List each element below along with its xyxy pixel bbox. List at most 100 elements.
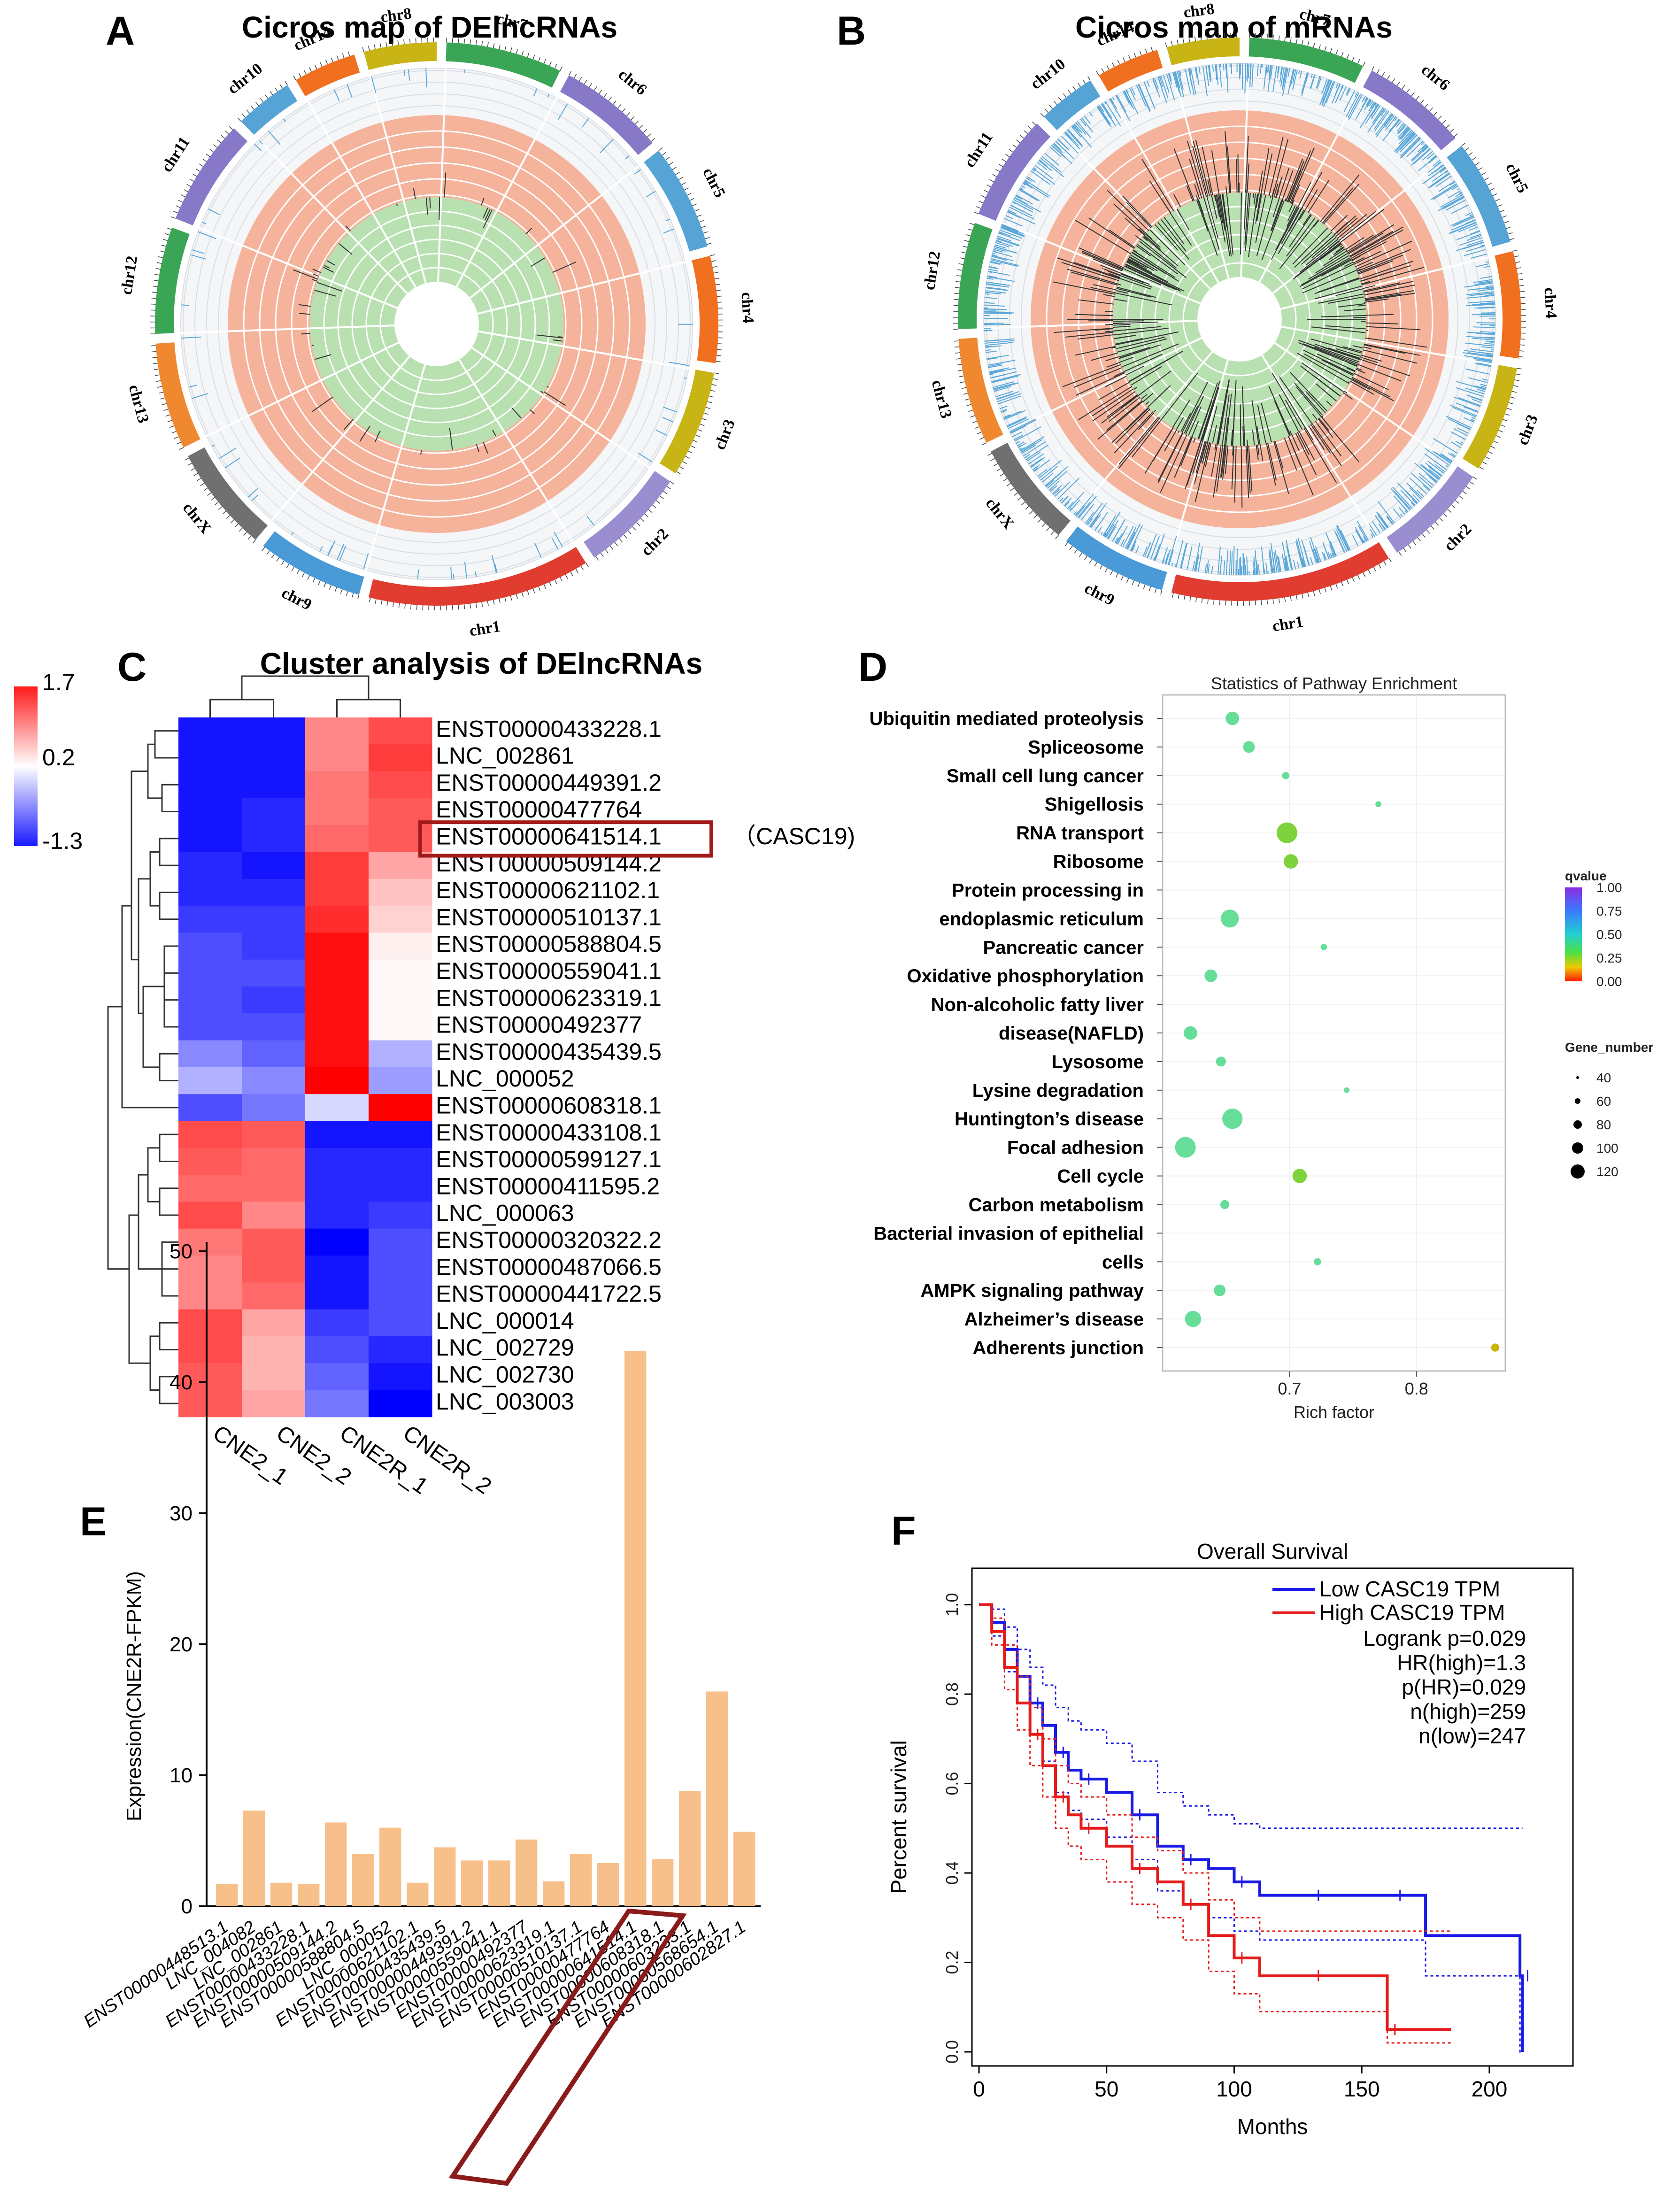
qvalue-gradient <box>1565 887 1582 981</box>
gene-number-legend-dot <box>1572 1142 1583 1154</box>
chromosome-tick <box>158 256 163 258</box>
scatter-spike <box>1038 160 1052 171</box>
chromosome-tick <box>554 63 557 69</box>
expression-spike <box>1320 243 1342 260</box>
chromosome-tick <box>1128 55 1131 60</box>
scatter-spike <box>1124 90 1134 110</box>
expression-spike <box>1295 432 1317 476</box>
scatter-spike <box>993 381 1015 388</box>
scatter-spike <box>1187 546 1193 570</box>
chromosome-tick <box>301 572 305 577</box>
expression-spike <box>1105 356 1119 362</box>
scatter-spike <box>1457 397 1481 406</box>
scatter-spike <box>1317 77 1322 89</box>
chromosome-tick <box>1377 69 1380 74</box>
chromosome-tick <box>342 53 345 58</box>
expression-spike <box>1132 419 1162 457</box>
scatter-spike <box>1469 348 1494 353</box>
expression-spike <box>1347 367 1356 372</box>
heatmap-cell <box>242 906 306 933</box>
scatter-spike <box>1471 253 1487 259</box>
scatter-spike <box>1248 63 1249 78</box>
scatter-spike <box>1080 118 1087 127</box>
expression-spike <box>1298 339 1359 362</box>
expression-spike <box>1133 249 1137 253</box>
expression-spike <box>1301 235 1335 265</box>
heatmap-cell <box>178 986 242 1014</box>
scatter-spike <box>1301 72 1308 94</box>
chromosome-tick <box>487 42 489 47</box>
expression-spike <box>1302 362 1344 393</box>
scatter-spike <box>1373 110 1388 130</box>
scatter-spike <box>1001 410 1007 413</box>
scatter-spike <box>1037 469 1048 477</box>
chromosome-tick <box>1117 60 1120 65</box>
heatmap-cell <box>305 1202 369 1229</box>
heatmap-cell <box>178 1175 242 1202</box>
expression-spike <box>1252 430 1255 446</box>
heatmap-cell <box>369 825 432 852</box>
chromosome-tick <box>1219 600 1220 605</box>
x-axis-label: Months <box>1237 2114 1308 2139</box>
expression-spike <box>1348 232 1384 254</box>
circos-plot-lncrna: chr7chr6chr5chr4chr3chr2chr1chr9chrXchr1… <box>118 5 757 640</box>
scatter-spike <box>1026 451 1041 462</box>
scatter-spike <box>1129 88 1136 100</box>
scatter-spike <box>1435 452 1452 464</box>
scatter-spike <box>1406 132 1415 141</box>
heatmap-cell <box>369 1309 432 1337</box>
chromosome-tick <box>1512 249 1518 252</box>
scatter-spike <box>1090 514 1101 528</box>
expression-spike <box>1273 441 1289 494</box>
scatter-spike <box>1438 180 1456 192</box>
scatter-spike <box>988 271 993 273</box>
heatmap-row-label: LNC_002729 <box>436 1334 574 1361</box>
chromosome-tick <box>707 401 712 403</box>
chromosome-tick <box>675 172 680 175</box>
heatmap-cell <box>242 1256 306 1283</box>
chromosome-tick <box>1302 39 1303 45</box>
expression-spike <box>543 391 566 406</box>
chromosome-tick <box>665 157 670 161</box>
chromosome-tick <box>527 53 530 58</box>
expression-spike <box>1074 262 1120 279</box>
scatter-spike <box>1050 485 1057 492</box>
scatter-spike <box>1485 337 1495 339</box>
panel-label-b: B <box>837 8 866 54</box>
scatter-spike <box>1063 498 1072 506</box>
plot-frame <box>971 1567 1574 2067</box>
expression-spike <box>316 282 343 292</box>
chromosome-tick <box>1406 88 1410 93</box>
heatmap-cell <box>178 878 242 906</box>
bubble-point <box>1185 1310 1202 1327</box>
scatter-spike <box>991 258 1019 266</box>
scatter-spike <box>1449 222 1477 234</box>
chromosome-tick <box>1044 108 1048 113</box>
chromosome-tick <box>584 80 587 85</box>
expression-spike <box>1299 210 1306 221</box>
scatter-spike <box>985 292 1002 295</box>
chromosome-tick <box>1139 50 1142 55</box>
heatmap-cell <box>178 959 242 987</box>
heatmap-row-label: ENST00000641514.1 <box>436 823 662 849</box>
chromosome-tick <box>699 220 704 223</box>
expression-spike <box>1133 250 1145 259</box>
heatmap-cell <box>369 1202 432 1229</box>
expression-spike <box>1278 209 1304 254</box>
chromosome-tick <box>416 605 417 610</box>
expression-spike <box>1216 194 1222 219</box>
chromosome-tick <box>285 81 288 85</box>
chromosome-band-chr2 <box>584 471 670 558</box>
chromosome-tick <box>154 374 160 376</box>
scatter-spike <box>1348 94 1363 120</box>
scatter-spike <box>1256 563 1258 575</box>
chromosome-tick <box>241 113 246 118</box>
chromosome-tick <box>1189 596 1191 601</box>
scatter-spike <box>1192 561 1195 571</box>
expression-spike <box>1180 437 1193 467</box>
heatmap-cell <box>305 717 369 745</box>
expression-spike <box>1347 234 1374 253</box>
scatter-spike <box>1322 542 1330 559</box>
chromosome-tick <box>260 98 264 102</box>
bubble-point <box>1221 909 1239 928</box>
